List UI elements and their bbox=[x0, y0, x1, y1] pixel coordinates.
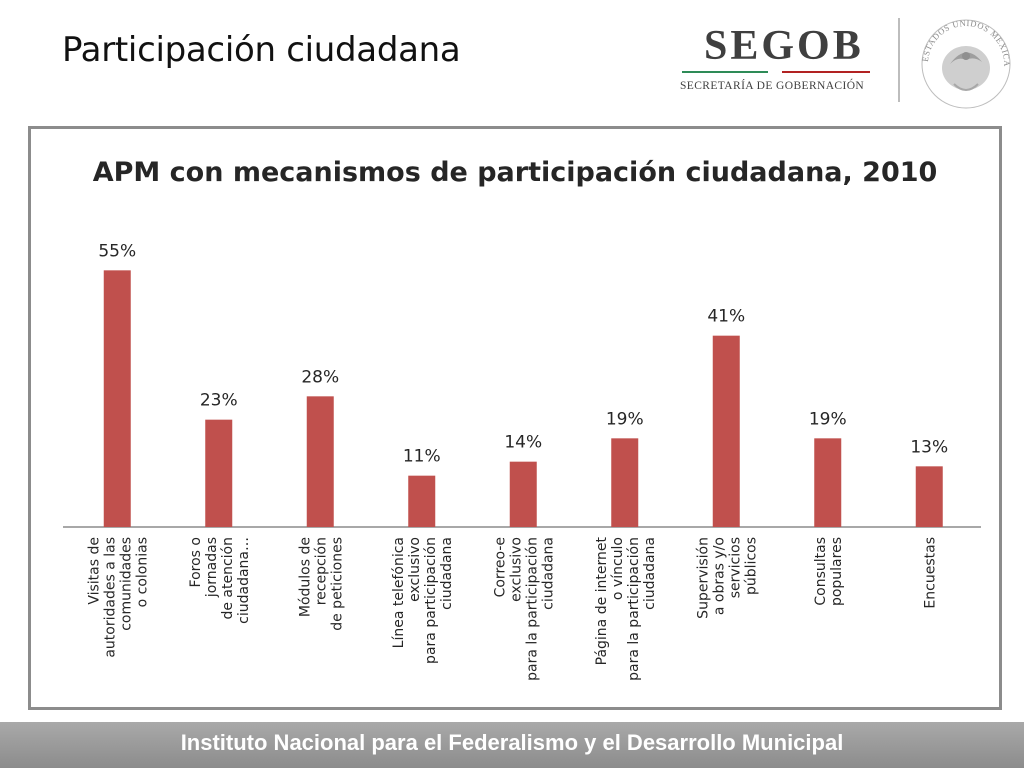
segob-green-line bbox=[682, 71, 768, 73]
segob-wordmark: SEGOB bbox=[704, 23, 864, 69]
category-label-line: Foros o bbox=[188, 537, 204, 587]
category-label-line: de atención bbox=[220, 537, 236, 620]
segob-red-line bbox=[782, 71, 870, 73]
category-label-line: exclusivo bbox=[508, 537, 524, 602]
data-label: 13% bbox=[910, 437, 948, 457]
category-label-line: Visitas de bbox=[86, 537, 102, 605]
data-label: 28% bbox=[301, 367, 339, 387]
footer-bar: Instituto Nacional para el Federalismo y… bbox=[0, 722, 1024, 768]
category-label-line: Encuestas bbox=[922, 537, 938, 609]
data-label: 55% bbox=[98, 241, 136, 261]
bar bbox=[408, 475, 436, 527]
category-label-line: Página de internet bbox=[594, 536, 610, 665]
category-label: Foros o jornadas de atención ciudadana… bbox=[188, 537, 252, 624]
category-label-line: para la participación bbox=[626, 537, 642, 681]
segob-subtitle: SECRETARÍA DE GOBERNACIÓN bbox=[680, 80, 865, 92]
category-label: Encuestas bbox=[922, 537, 938, 609]
category-label: Módulos de recepción de peticiones bbox=[297, 537, 345, 631]
category-label: Página de internet o vínculo para la parti… bbox=[594, 536, 658, 680]
bar bbox=[915, 466, 943, 527]
category-label-line: comunidades bbox=[118, 537, 134, 631]
bar bbox=[814, 438, 842, 527]
bar bbox=[712, 335, 740, 527]
category-label-line: ciudadana bbox=[642, 537, 658, 610]
category-label-line: ciudadana… bbox=[236, 537, 252, 624]
category-label: Línea telefónica exclusivo para participac… bbox=[391, 537, 455, 664]
bar bbox=[103, 270, 131, 527]
category-label-line: o vínculo bbox=[610, 537, 626, 600]
category-label-line: Correo-e bbox=[492, 537, 508, 597]
segob-tricolor-lines bbox=[682, 71, 870, 73]
category-label-line: o colonias bbox=[134, 537, 150, 607]
category-label-line: ciudadana bbox=[540, 537, 556, 610]
category-label: Consultas populares bbox=[813, 537, 845, 606]
mexican-coat-of-arms-icon: ESTADOS UNIDOS MEXICANOS bbox=[914, 6, 1011, 109]
data-label: 19% bbox=[606, 409, 644, 429]
category-label-line: servicios bbox=[727, 537, 743, 598]
category-label-line: autoridades a las bbox=[102, 537, 118, 658]
category-label-line: recepción bbox=[313, 537, 329, 605]
data-label: 19% bbox=[809, 409, 847, 429]
category-label: Visitas de autoridades a las comunidades o … bbox=[86, 537, 150, 658]
category-label-line: Consultas bbox=[813, 537, 829, 606]
category-label-line: jornadas bbox=[204, 537, 220, 598]
category-label-line: Línea telefónica bbox=[391, 537, 407, 648]
category-label-line: exclusivo bbox=[407, 537, 423, 602]
bar bbox=[611, 438, 639, 527]
category-label-line: Supervisión bbox=[695, 537, 711, 619]
bar bbox=[205, 419, 233, 527]
category-label-line: Módulos de bbox=[297, 537, 313, 617]
bar-chart: APM con mecanismos de participación ciud… bbox=[63, 157, 981, 681]
bar bbox=[306, 396, 334, 527]
slide-title: Participación ciudadana bbox=[62, 30, 461, 70]
category-label-line: de peticiones bbox=[329, 537, 345, 631]
category-label-line: ciudadana bbox=[439, 537, 455, 610]
category-label-line: para la participación bbox=[524, 537, 540, 681]
category-label-line: para participación bbox=[423, 537, 439, 664]
footer-text: Instituto Nacional para el Federalismo y… bbox=[180, 730, 844, 755]
data-label: 11% bbox=[403, 447, 441, 467]
data-label: 14% bbox=[504, 433, 542, 453]
segob-logo: SEGOB SECRETARÍA DE GOBERNACIÓN bbox=[680, 22, 880, 102]
data-label: 23% bbox=[200, 391, 238, 411]
category-label: Supervisión a obras y/o servicios públicos bbox=[695, 537, 759, 619]
chart-title: APM con mecanismos de participación ciud… bbox=[93, 157, 938, 188]
category-label-line: públicos bbox=[743, 537, 759, 595]
category-label: Correo-e exclusivo para la participación ci… bbox=[492, 537, 556, 681]
chart-frame: APM con mecanismos de participación ciud… bbox=[28, 126, 1002, 710]
data-label: 41% bbox=[707, 307, 745, 327]
category-label-line: a obras y/o bbox=[711, 537, 727, 615]
bar bbox=[509, 461, 537, 527]
logo-divider bbox=[898, 18, 900, 102]
category-label-line: populares bbox=[829, 537, 845, 606]
